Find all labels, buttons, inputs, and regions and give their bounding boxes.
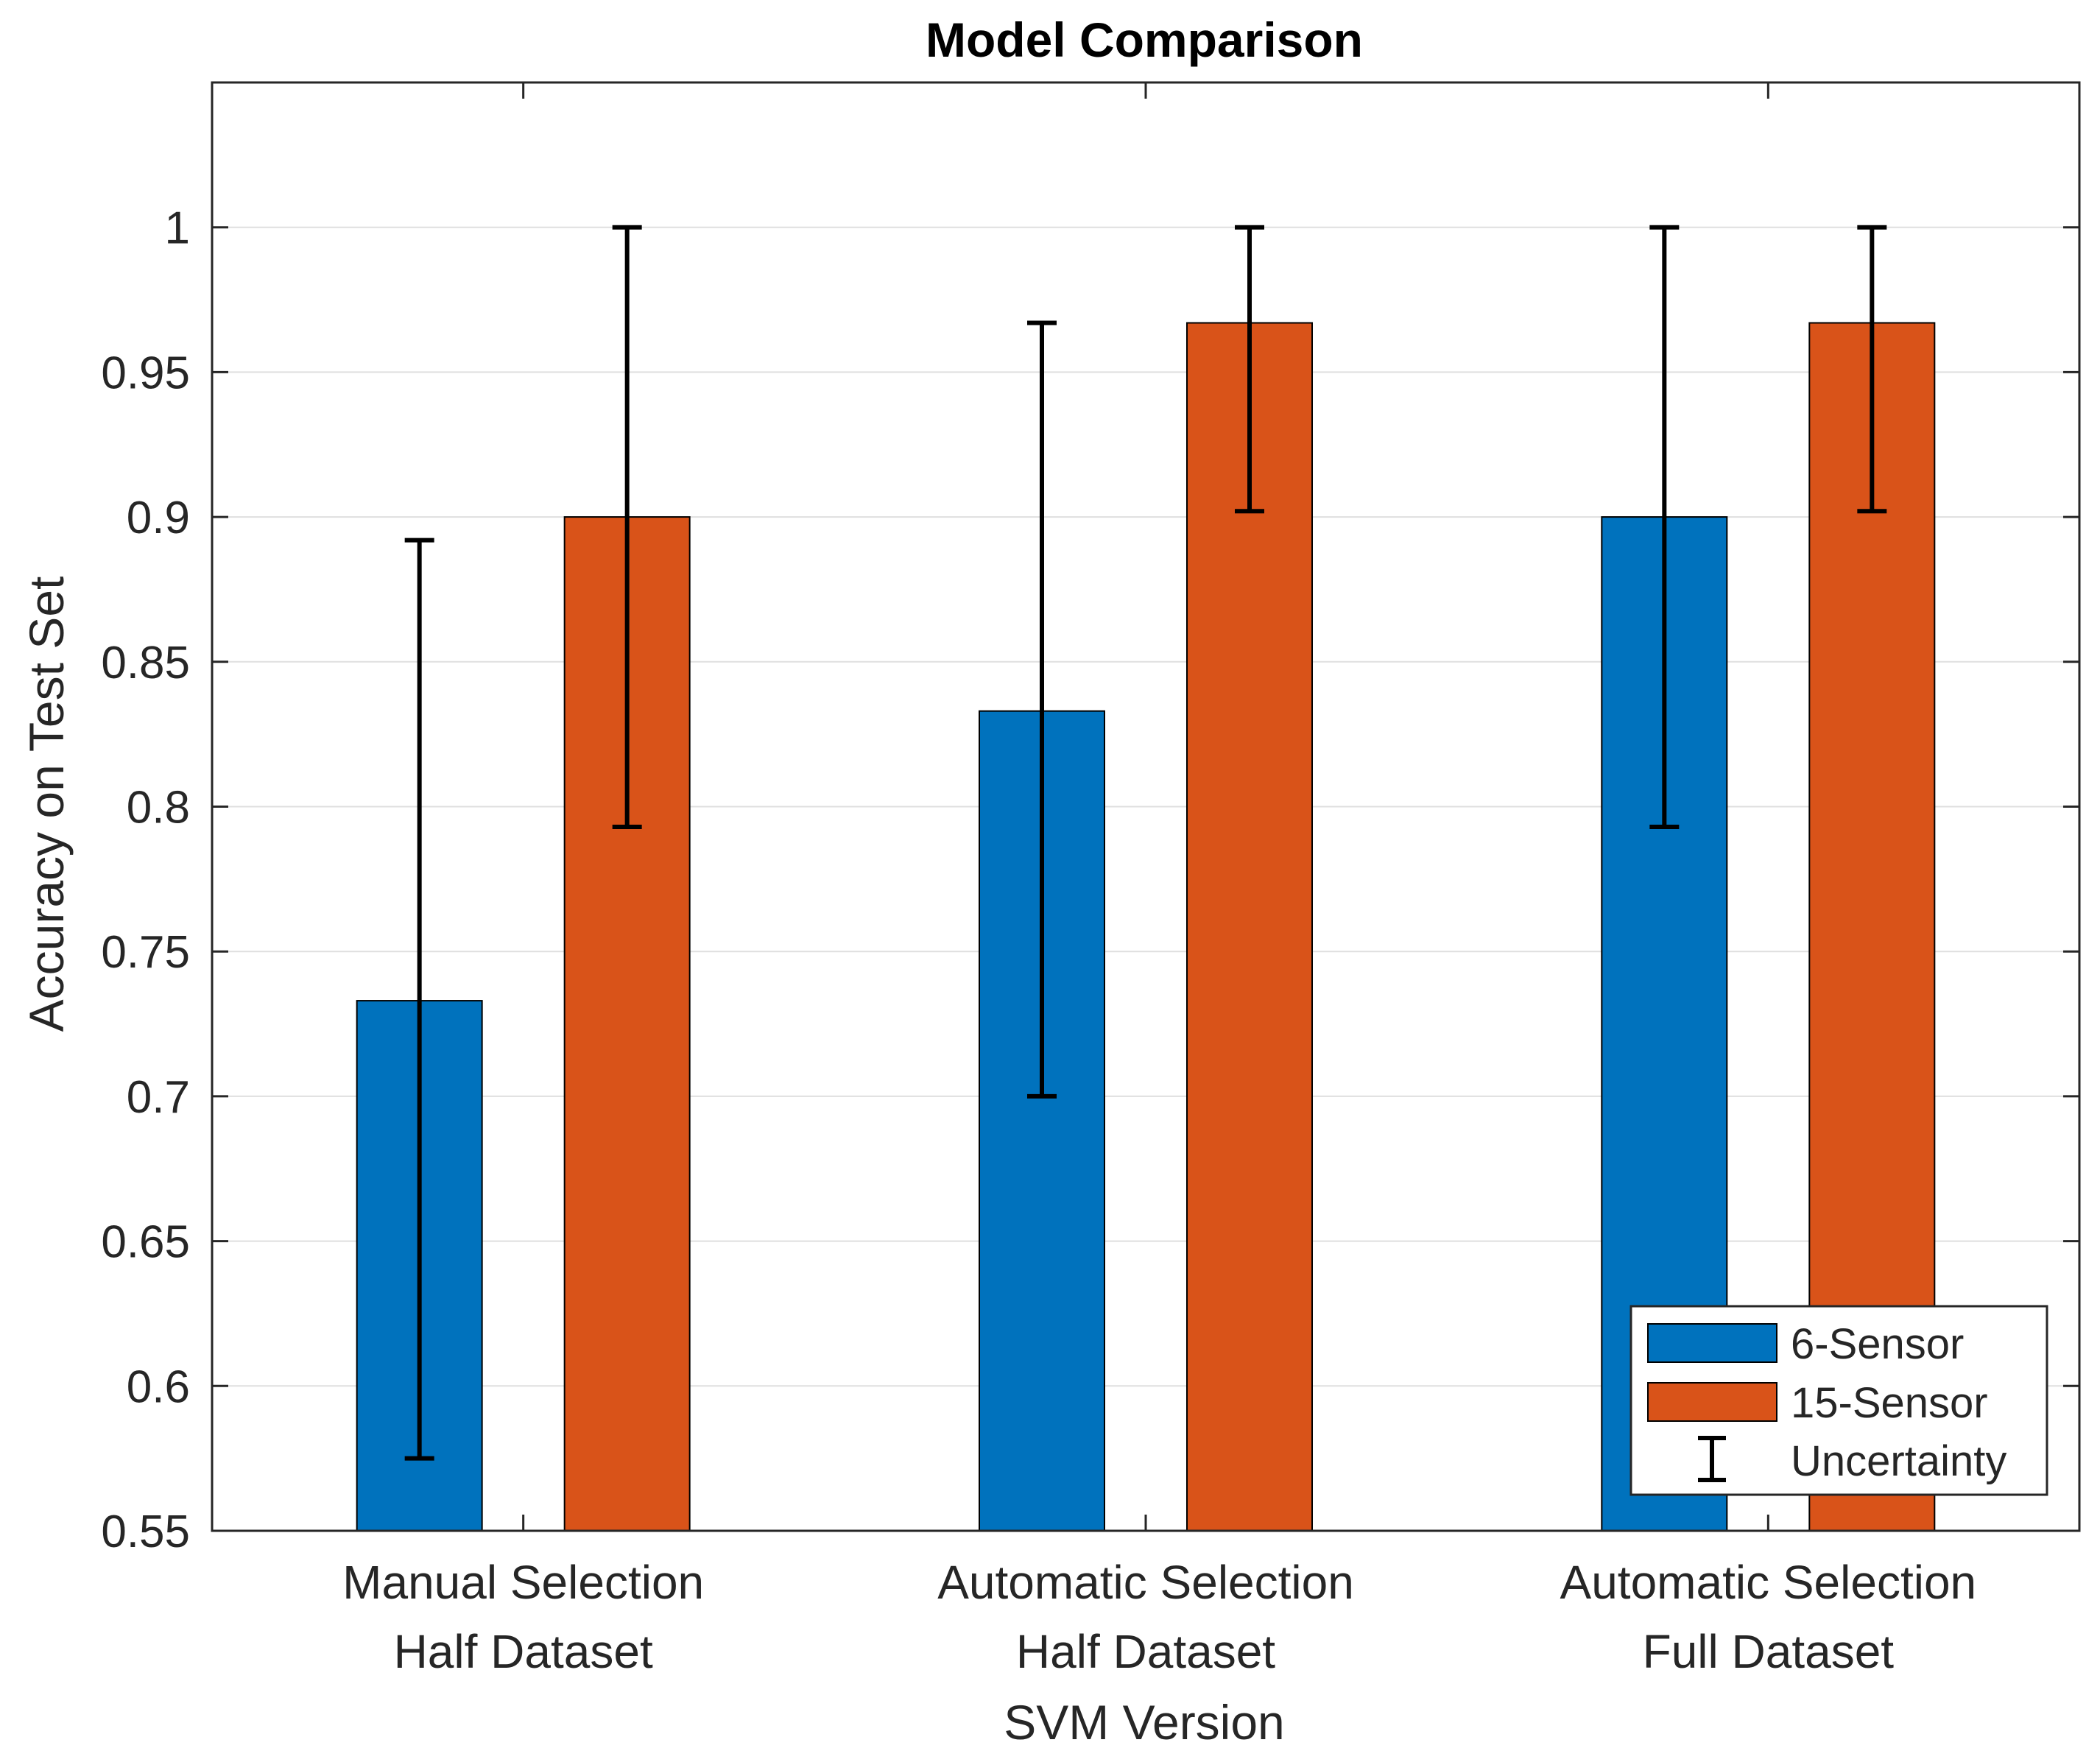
error-bars — [404, 225, 1887, 1461]
x-tick-label: Manual Selection — [342, 1556, 704, 1609]
x-tick-label: Half Dataset — [1016, 1625, 1275, 1678]
y-tick-label: 0.9 — [127, 493, 190, 543]
y-tick-label: 0.95 — [101, 348, 190, 398]
legend-label-6-sensor: 6-Sensor — [1791, 1320, 1964, 1368]
y-axis-label: Accuracy on Test Set — [19, 577, 74, 1032]
y-tick-label: 0.75 — [101, 927, 190, 978]
y-axis-ticks: 0.55 0.6 0.65 0.7 0.75 0.8 0.85 0.9 0.95 1 — [101, 203, 2079, 1557]
x-tick-label: Automatic Selection — [937, 1556, 1354, 1609]
y-tick-label: 0.6 — [127, 1361, 190, 1412]
x-axis-label: SVM Version — [1004, 1695, 1285, 1749]
y-tick-label: 0.7 — [127, 1072, 190, 1123]
x-axis-ticks: Manual Selection Half Dataset Automatic Se… — [342, 82, 1976, 1678]
x-tick-label: Half Dataset — [394, 1625, 653, 1678]
legend-label-15-sensor: 15-Sensor — [1791, 1379, 1988, 1427]
y-tick-label: 0.55 — [101, 1506, 190, 1557]
legend-label-uncertainty: Uncertainty — [1791, 1437, 2006, 1485]
legend-uncertainty-icon — [1698, 1436, 1726, 1482]
y-tick-label: 0.65 — [101, 1217, 190, 1268]
x-tick-label: Full Dataset — [1643, 1625, 1895, 1678]
legend-swatch-6-sensor — [1647, 1323, 1777, 1363]
x-tick-label: Automatic Selection — [1560, 1556, 1977, 1609]
grid-lines — [212, 226, 2079, 1387]
y-tick-label: 1 — [165, 203, 190, 254]
chart-title: Model Comparison — [926, 13, 1363, 67]
bar-15-sensor — [1186, 322, 1313, 1532]
y-tick-label: 0.8 — [127, 783, 190, 834]
legend: 6-Sensor 15-Sensor Uncertainty — [1629, 1305, 2048, 1496]
legend-swatch-15-sensor — [1647, 1382, 1777, 1422]
y-tick-label: 0.85 — [101, 638, 190, 688]
